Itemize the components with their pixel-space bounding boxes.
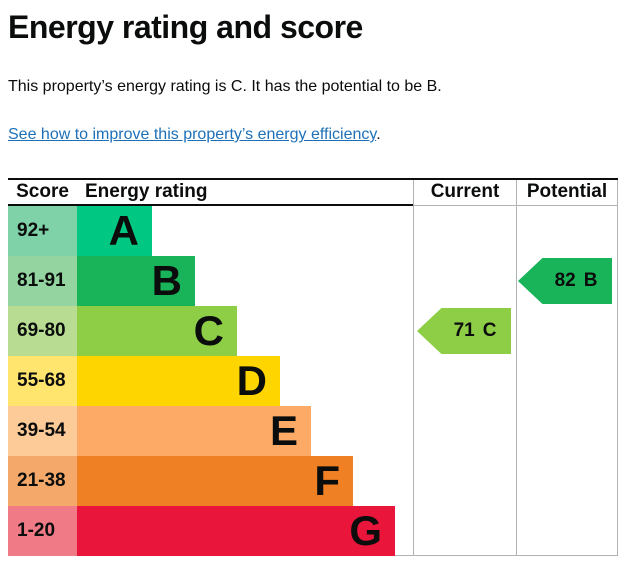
rating-summary-text: This property’s energy rating is C. It h… (8, 78, 442, 96)
energy-rating-chart: Score Energy rating Current Potential 92… (8, 177, 618, 556)
potential-column-divider (516, 205, 517, 555)
score-range-cell: 39-54 (8, 405, 77, 456)
improve-link-row: See how to improve this property’s energ… (8, 126, 619, 144)
score-range-cell: 69-80 (8, 305, 77, 356)
band-bar-b: B (77, 255, 195, 306)
band-row-c: 69-80 C (8, 305, 617, 356)
header-potential: Potential (516, 179, 618, 206)
band-bar-e: E (77, 405, 311, 456)
score-range-cell: 21-38 (8, 455, 77, 506)
band-bar-f: F (77, 455, 353, 506)
current-score: 71 (453, 319, 475, 341)
header-current: Current (413, 179, 516, 206)
link-period: . (376, 125, 381, 143)
header-energy-rating: Energy rating (77, 180, 413, 206)
band-row-e: 39-54 E (8, 405, 617, 456)
band-bar-c: C (77, 305, 237, 356)
chart-header-row: Score Energy rating Current Potential (8, 179, 618, 206)
band-row-b: 81-91 B (8, 255, 617, 306)
score-range-cell: 92+ (8, 205, 77, 256)
band-row-f: 21-38 F (8, 455, 617, 506)
band-row-d: 55-68 D (8, 355, 617, 406)
score-range-cell: 55-68 (8, 355, 77, 406)
current-band: C (482, 319, 497, 341)
band-bar-a: A (77, 205, 152, 256)
header-score: Score (8, 180, 77, 206)
current-column-divider (413, 205, 414, 555)
improve-efficiency-link[interactable]: See how to improve this property’s energ… (8, 125, 377, 143)
band-row-g: 1-20 G (8, 505, 617, 556)
page-title: Energy rating and score (8, 9, 363, 45)
potential-band: B (583, 269, 598, 291)
band-rows: 92+ A 81-91 B 69-80 C 55-68 D 39-54 E 21-38 F 1-20 G (8, 205, 617, 556)
score-range-cell: 1-20 (8, 505, 77, 556)
score-range-cell: 81-91 (8, 255, 77, 306)
band-row-a: 92+ A (8, 205, 617, 256)
band-bar-g: G (77, 505, 395, 556)
band-bar-d: D (77, 355, 280, 406)
potential-score: 82 (554, 269, 576, 291)
chart-body: 92+ A 81-91 B 69-80 C 55-68 D 39-54 E 21-38 F 1-20 G … (8, 205, 618, 556)
